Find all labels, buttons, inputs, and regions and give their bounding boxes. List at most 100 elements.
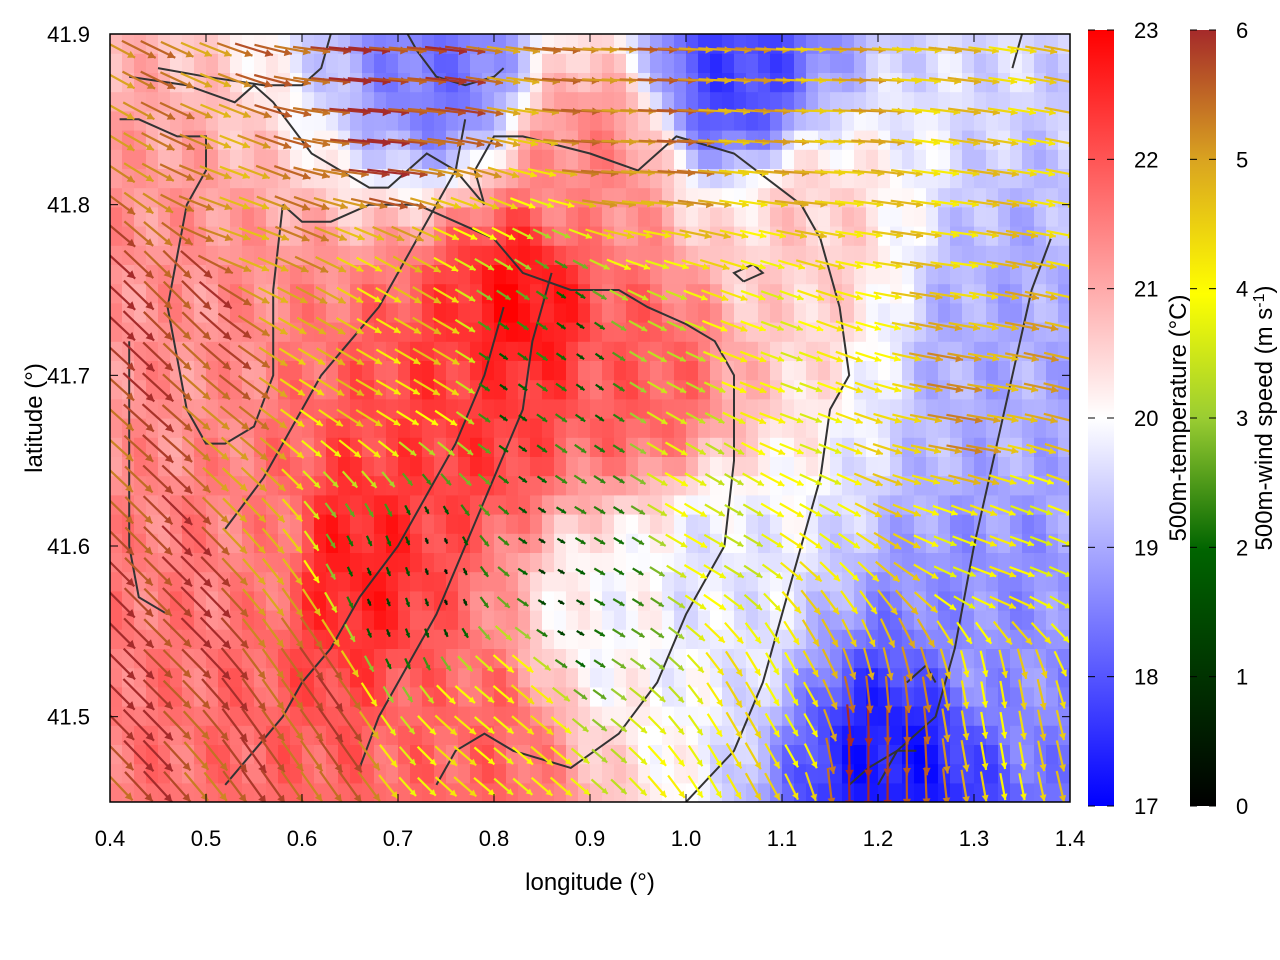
heatmap-cell [506,590,519,611]
heatmap-cell [170,667,183,688]
heatmap-cell [674,763,687,784]
heatmap-cell [194,360,207,381]
heatmap-cell [986,706,999,726]
heatmap-cell [938,53,951,73]
heatmap-cell [206,149,219,169]
heatmap-cell [278,91,291,112]
heatmap-cell [674,91,687,112]
heatmap-cell [398,456,411,477]
heatmap-cell [614,72,627,93]
heatmap-cell [1058,610,1070,630]
heatmap-cell [746,110,759,131]
heatmap-cell [662,206,675,227]
heatmap-cell [974,206,987,227]
heatmap-cell [158,418,171,438]
heatmap-cell [362,629,375,649]
heatmap-cell [386,245,399,265]
heatmap-cell [926,475,939,496]
heatmap-cell [314,514,327,534]
heatmap-cell [1070,572,1083,592]
heatmap-cell [206,264,219,285]
heatmap-cell [674,686,687,707]
heatmap-cell [290,110,303,131]
heatmap-cell [422,302,435,323]
heatmap-cell [110,302,123,323]
heatmap-cell [698,91,711,112]
heatmap-cell [662,91,675,112]
heatmap-cell [890,34,903,35]
heatmap-cell [362,648,375,669]
heatmap-cell [1058,456,1070,477]
heatmap-cell [230,226,243,246]
heatmap-cell [374,686,387,707]
heatmap-cell [890,302,903,323]
heatmap-cell [854,725,867,745]
heatmap-cell [398,34,411,35]
heatmap-cell [290,437,303,457]
heatmap-cell [842,91,855,112]
heatmap-cell [350,245,363,265]
heatmap-cell [374,782,387,802]
heatmap-cell [410,590,423,611]
heatmap-cell [338,744,351,765]
heatmap-cell [506,360,519,381]
heatmap-cell [1070,552,1083,572]
heatmap-cell [266,130,279,150]
heatmap-cell [866,34,879,35]
heatmap-cell [434,398,447,419]
heatmap-cell [542,610,555,630]
heatmap-cell [182,590,195,611]
heatmap-cell [710,264,723,285]
heatmap-cell [650,610,663,630]
heatmap-cell [290,245,303,265]
heatmap-cell [530,456,543,477]
heatmap-cell [662,706,675,726]
heatmap-cell [662,53,675,73]
heatmap-cell [734,360,747,381]
heatmap-cell [386,514,399,534]
heatmap-cell [326,552,339,573]
heatmap-cell [950,514,963,534]
heatmap-cell [566,360,579,381]
heatmap-cell [170,610,183,630]
heatmap-cell [1010,34,1023,35]
heatmap-cell [986,686,999,707]
heatmap-cell [182,302,195,323]
heatmap-cell [278,360,291,381]
heatmap-cell [542,456,555,477]
heatmap-cell [350,187,363,208]
heatmap-cell [626,533,639,553]
heatmap-cell [242,571,255,592]
heatmap-cell [674,206,687,227]
heatmap-cell [1070,130,1083,150]
heatmap-cell [398,725,411,745]
heatmap-cell [170,110,183,131]
heatmap-cell [170,302,183,323]
heatmap-cell [278,686,291,707]
heatmap-cell [878,302,891,323]
heatmap-cell [974,53,987,73]
heatmap-cell [830,590,843,611]
heatmap-cell [362,245,375,265]
heatmap-cell [638,763,651,784]
heatmap-cell [266,610,279,630]
heatmap-cell [566,34,579,35]
heatmap-cell [290,360,303,381]
heatmap-cell [1022,648,1035,669]
heatmap-cell [374,149,387,169]
heatmap-cell [182,437,195,457]
heatmap-cell [614,110,627,131]
heatmap-cell [626,418,639,438]
heatmap-cell [662,302,675,323]
heatmap-cell [590,456,603,477]
heatmap-cell [566,206,579,227]
heatmap-cell [566,91,579,112]
heatmap-cell [698,725,711,745]
heatmap-cell [242,149,255,169]
heatmap-cell [386,206,399,227]
heatmap-cell [686,206,699,227]
heatmap-cell [182,53,195,73]
heatmap-cell [830,322,843,342]
heatmap-cell [506,53,519,73]
heatmap-cell [926,53,939,73]
